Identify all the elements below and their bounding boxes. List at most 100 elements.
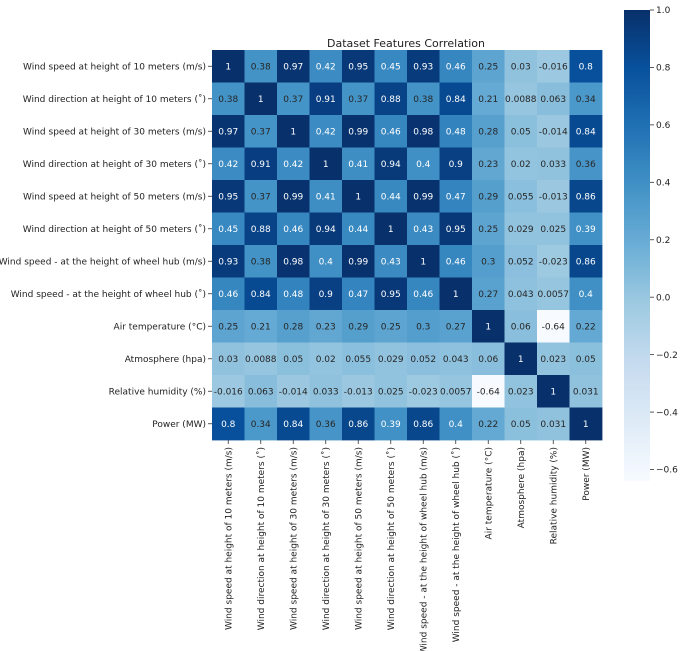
heatmap-cell [537,115,570,148]
cell-value-label: 0.02 [511,160,531,170]
heatmap-cell [439,50,473,83]
heatmap-cell [439,342,473,376]
cell-value-label: 1 [485,322,491,332]
heatmap-cell [277,50,310,83]
heatmap-cell [407,82,440,116]
x-tick-label: Wind speed at height of 30 meters (m/s) [289,447,299,630]
heatmap-cell [244,310,278,343]
heatmap-cell [244,115,278,148]
heatmap-cell [309,375,343,408]
colorbar-tick-label: 1.0 [656,6,671,16]
colorbar-tick-label: 0.2 [656,236,670,246]
cell-value-label: 0.27 [478,290,498,300]
heatmap-cell [407,310,440,343]
cell-value-label: -0.64 [542,322,566,332]
cell-value-label: 0.39 [381,420,401,430]
cell-value-label: 0.45 [381,62,401,72]
heatmap-cell [374,212,408,246]
cell-value-label: 0.84 [283,420,303,430]
colorbar-tick-label: 0.6 [656,121,671,131]
cell-value-label: 0.8 [221,420,236,430]
cell-value-label: 0.39 [576,225,596,235]
heatmap-cell [504,277,538,311]
cell-value-label: 1 [290,127,296,137]
heatmap-cell [407,342,440,376]
heatmap-cell [374,115,408,148]
heatmap-cell [342,50,375,83]
heatmap-cell [277,115,310,148]
heatmap-cell [504,342,538,376]
cell-value-label: 0.9 [319,290,334,300]
cell-value-label: 0.029 [508,225,534,235]
cell-value-label: 0.41 [348,160,368,170]
heatmap-cell [277,180,310,213]
cell-value-label: 0.38 [218,95,238,105]
heatmap-cell [537,180,570,213]
heatmap-cell [472,375,505,408]
cell-value-label: 0.052 [410,355,436,365]
cell-value-label: 0.99 [413,192,433,202]
cell-value-label: 0.95 [381,290,401,300]
heatmap-cell [504,310,538,343]
heatmap-cell [439,82,473,116]
heatmap-cell [309,212,343,246]
cell-value-label: -0.016 [214,387,243,397]
heatmap-cell [309,277,343,311]
heatmap-cell [309,407,343,441]
cell-value-label: -0.014 [539,127,568,137]
heatmap-cell [374,277,408,311]
cell-value-label: 0.03 [511,62,531,72]
cell-value-label: 0.033 [313,387,339,397]
heatmap-cell [309,342,343,376]
heatmap-cell [569,147,603,181]
cell-value-label: 0.055 [508,192,534,202]
heatmap-cell [537,245,570,278]
heatmap-cell [472,310,505,343]
heatmap-cell [439,180,473,213]
y-tick-label: Wind speed at height of 30 meters (m/s) [23,127,206,137]
heatmap-cell [407,115,440,148]
heatmap-cell [537,310,570,343]
cell-value-label: 0.052 [508,257,534,267]
cell-value-label: 0.033 [540,160,566,170]
heatmap-cell [212,310,245,343]
cell-value-label: 0.21 [478,95,498,105]
cell-value-label: 0.37 [251,192,271,202]
y-tick-label: Power (MW) [152,420,206,430]
heatmap-cell [212,115,245,148]
cell-value-label: 0.98 [283,257,303,267]
cell-value-label: 0.27 [446,322,466,332]
cell-value-label: 0.023 [508,387,534,397]
cell-value-label: 0.22 [478,420,498,430]
cell-value-label: 0.38 [413,95,433,105]
cell-value-label: -0.023 [409,387,438,397]
cell-value-label: 0.86 [348,420,368,430]
heatmap-cell [472,147,505,181]
x-tick-label: Atmosphere (hpa) [517,447,527,528]
cell-value-label: 0.21 [251,322,271,332]
heatmap-cell [277,310,310,343]
heatmap-cell [244,375,278,408]
y-axis-labels: Wind speed at height of 10 meters (m/s) W… [0,62,212,430]
cell-value-label: 0.28 [478,127,498,137]
heatmap-cell [439,310,473,343]
y-tick-label: Wind speed - at the height of wheel hub … [11,289,206,300]
heatmap-cell [374,342,408,376]
cell-value-label: 0.063 [540,95,566,105]
heatmap-cell [309,115,343,148]
cell-value-label: 0.42 [316,127,336,137]
heatmap-cell [309,82,343,116]
cell-value-label: 0.29 [348,322,368,332]
cell-value-label: 0.25 [218,322,238,332]
x-tick-label: Wind speed - at the height of wheel hub … [451,447,462,642]
heatmap-cell [504,407,538,441]
heatmap-cell [212,375,245,408]
heatmap-cell [212,277,245,311]
cell-value-label: 0.47 [446,192,466,202]
heatmap-cell [569,310,603,343]
heatmap-cell [277,277,310,311]
cell-value-label: 0.47 [348,290,368,300]
cell-value-label: 1 [258,95,264,105]
y-tick-label: Air temperature (°C) [114,322,206,332]
